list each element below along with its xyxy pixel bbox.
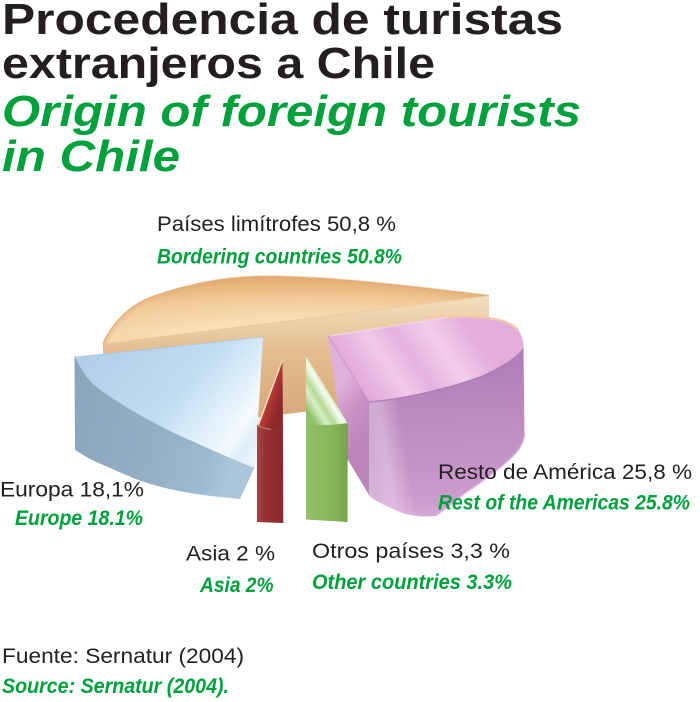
svg-text:Origin of foreign tourists: Origin of foreign tourists [2,87,581,136]
svg-text:Asia 2%: Asia 2% [199,573,273,597]
svg-text:Europa 18,1%: Europa 18,1% [0,478,144,502]
svg-text:Otros países 3,3 %: Otros países 3,3 % [312,539,510,563]
svg-text:Resto de América 25,8 %: Resto de América 25,8 % [438,460,692,484]
svg-text:Europe 18.1%: Europe 18.1% [15,506,143,530]
svg-text:Source: Sernatur (2004).: Source: Sernatur (2004). [2,674,229,698]
svg-text:in Chile: in Chile [2,132,180,181]
svg-text:Asia 2 %: Asia 2 % [186,542,275,566]
svg-text:Procedencia de turistas: Procedencia de turistas [2,0,563,44]
svg-text:Other countries 3.3%: Other countries 3.3% [312,570,512,594]
svg-text:Países limítrofes 50,8 %: Países limítrofes 50,8 % [157,212,396,236]
svg-text:extranjeros a Chile: extranjeros a Chile [2,39,435,88]
svg-text:Rest of the Americas 25.8%: Rest of the Americas 25.8% [438,491,690,515]
svg-text:Bordering countries 50.8%: Bordering countries 50.8% [157,245,402,269]
svg-text:Fuente: Sernatur (2004): Fuente: Sernatur (2004) [2,644,244,668]
